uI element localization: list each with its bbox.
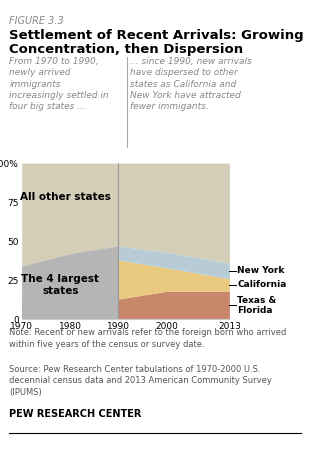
Text: Note: Recent or new arrivals refer to the foreign born who arrived
within five y: Note: Recent or new arrivals refer to th…: [9, 328, 287, 349]
Text: Settlement of Recent Arrivals: Growing: Settlement of Recent Arrivals: Growing: [9, 29, 304, 43]
Text: Source: Pew Research Center tabulations of 1970-2000 U.S.
decennial census data : Source: Pew Research Center tabulations …: [9, 365, 272, 396]
Text: Texas &
Florida: Texas & Florida: [237, 296, 277, 315]
Text: California: California: [237, 280, 286, 289]
Text: The 4 largest
states: The 4 largest states: [21, 274, 99, 296]
Text: FIGURE 3.3: FIGURE 3.3: [9, 16, 64, 26]
Text: ... since 1990, new arrivals
have dispersed to other
states as California and
Ne: ... since 1990, new arrivals have disper…: [130, 57, 252, 111]
Text: Concentration, then Dispersion: Concentration, then Dispersion: [9, 43, 243, 56]
Text: From 1970 to 1990,
newly arrived
immigrants
increasingly settled in
four big sta: From 1970 to 1990, newly arrived immigra…: [9, 57, 109, 111]
Text: PEW RESEARCH CENTER: PEW RESEARCH CENTER: [9, 409, 142, 419]
Text: All other states: All other states: [20, 193, 111, 202]
Text: New York: New York: [237, 266, 285, 275]
